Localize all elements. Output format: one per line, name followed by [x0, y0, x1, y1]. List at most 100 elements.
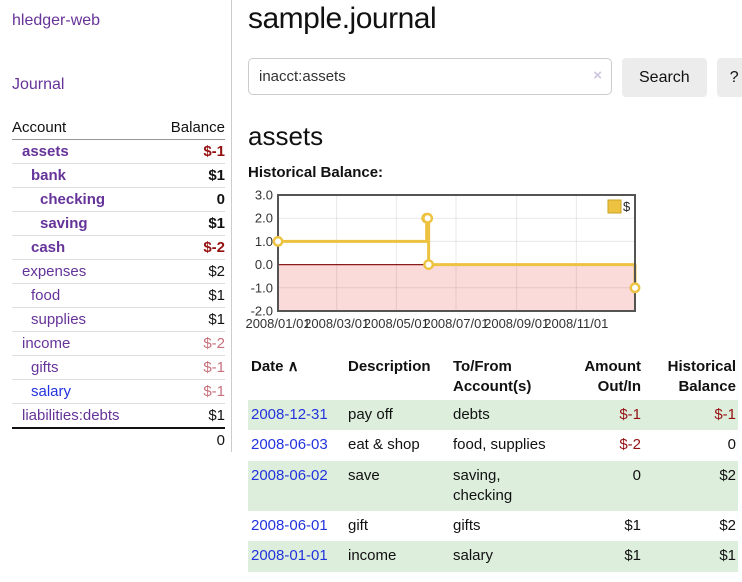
accounts-header-balance: Balance — [153, 116, 225, 140]
transaction-accounts: food, supplies — [453, 436, 546, 454]
sidebar: hledger-web Journal Account Balance asse… — [0, 0, 232, 452]
journal-nav-link[interactable]: Journal — [12, 76, 65, 93]
account-link[interactable]: saving — [40, 215, 88, 232]
register-row: 2008-06-03 eat & shop food, supplies $-2 0 — [248, 430, 738, 460]
account-link[interactable]: cash — [31, 239, 66, 256]
historical-balance-chart[interactable]: 3.0 2.0 1.0 0.0 -1.0 -2.0 2008/01/01 2008/03/01… — [245, 188, 642, 337]
x-axis-tick-label: 2008/03/01 — [304, 316, 369, 331]
transaction-description: pay off — [348, 406, 393, 423]
register-column-header[interactable]: To/From Account(s) — [453, 358, 532, 395]
account-balance: $-1 — [153, 379, 225, 404]
account-balance: $1 — [153, 283, 225, 308]
transaction-amount: 0 — [632, 466, 641, 484]
y-axis-tick-label: 2.0 — [255, 211, 273, 226]
account-balance: $1 — [153, 163, 225, 188]
register-row: 2008-06-01 gift gifts $1 $2 — [248, 511, 738, 541]
account-row: cash $-2 — [12, 235, 225, 260]
account-balance: $-1 — [203, 143, 225, 160]
account-row: food $1 — [12, 283, 225, 308]
accounts-table-header: Account Balance — [12, 116, 225, 140]
transaction-date-link[interactable]: 2008-06-02 — [251, 466, 328, 484]
accounts-header-account: Account — [12, 116, 154, 140]
register-table-body: 2008-12-31 pay off debts $-1 $-1 2008-06-03 ea… — [248, 400, 738, 572]
accounts-total-value: 0 — [153, 427, 225, 452]
register-column-header[interactable]: Amount Out/In — [584, 358, 641, 395]
y-axis-tick-label: 1.0 — [255, 234, 273, 249]
transaction-date-link[interactable]: 2008-06-01 — [251, 517, 328, 534]
account-row: expenses $2 — [12, 259, 225, 284]
search-button[interactable]: Search — [622, 58, 707, 97]
register-row: 2008-12-31 pay off debts $-1 $-1 — [248, 400, 738, 431]
register-row: 2008-06-02 save saving, checking 0 $2 — [248, 460, 738, 511]
account-row: saving $1 — [12, 211, 225, 236]
transaction-description: income — [348, 547, 397, 565]
account-balance: $2 — [153, 259, 225, 284]
account-link[interactable]: checking — [40, 191, 106, 208]
x-axis-tick-label: 2008/05/01 — [364, 316, 429, 331]
search-bar: × Search ? — [248, 58, 742, 97]
account-link[interactable]: food — [31, 287, 61, 304]
account-link[interactable]: bank — [31, 167, 67, 184]
x-axis-tick-label: 2008/11/01 — [544, 316, 608, 331]
account-balance: $-2 — [153, 235, 225, 260]
y-axis-tick-label: -1.0 — [251, 280, 273, 295]
account-balance: $-2 — [153, 331, 225, 356]
register-column-header[interactable]: Date ∧ — [251, 358, 299, 375]
main-content: sample.journal × Search ? assets Histori… — [232, 0, 742, 572]
transaction-amount: $1 — [624, 517, 641, 534]
accounts-total-spacer — [12, 427, 154, 452]
transaction-description: eat & shop — [348, 436, 420, 454]
account-link[interactable]: supplies — [31, 311, 87, 328]
search-input-wrap: × — [248, 58, 612, 97]
register-column-header[interactable]: Historical Balance — [667, 358, 736, 395]
search-help-button[interactable]: ? — [716, 58, 742, 97]
account-link[interactable]: assets — [22, 143, 69, 160]
transaction-amount: $1 — [624, 547, 641, 565]
page-title: sample.journal — [248, 2, 437, 35]
sidebar-nav: Journal — [12, 76, 225, 94]
clear-search-icon[interactable]: × — [593, 67, 602, 84]
transaction-date-link[interactable]: 2008-01-01 — [251, 547, 328, 565]
account-link[interactable]: income — [22, 335, 71, 352]
register-row: 2008-01-01 income salary $1 $1 — [248, 541, 738, 572]
transaction-balance: $2 — [719, 466, 736, 484]
account-row: gifts $-1 — [12, 355, 225, 380]
transaction-description: gift — [348, 517, 369, 534]
transaction-accounts: debts — [453, 406, 490, 423]
chart-svg: 3.0 2.0 1.0 0.0 -1.0 -2.02008/01/012008/03/01… — [245, 188, 641, 331]
transaction-balance: 0 — [727, 436, 736, 454]
search-input[interactable] — [248, 58, 612, 95]
register-table: Date ∧ Description To/From Account(s) Amount… — [248, 353, 738, 572]
transaction-balance: $2 — [719, 517, 736, 534]
accounts-table: Account Balance assets $-1 bank $1 checking 0… — [12, 116, 225, 452]
account-link[interactable]: salary — [31, 383, 72, 400]
accounts-table-body: assets $-1 bank $1 checking 0 saving $1 cash $-2 e… — [12, 140, 225, 428]
register-table-header: Date ∧ Description To/From Account(s) Amount… — [248, 353, 738, 400]
y-axis-tick-label: -2.0 — [251, 304, 273, 319]
sort-ascending-icon[interactable]: ∧ — [283, 358, 299, 375]
register-column-header[interactable]: Description — [348, 358, 431, 375]
y-axis-tick-label: 0.0 — [255, 257, 273, 272]
transaction-date-link[interactable]: 2008-06-03 — [251, 436, 328, 454]
accounts-total-row: 0 — [12, 427, 225, 452]
legend-swatch — [607, 199, 622, 214]
transaction-balance: $1 — [719, 547, 736, 565]
account-row: salary $-1 — [12, 379, 225, 404]
account-balance: 0 — [153, 187, 225, 212]
app-title: hledger-web — [12, 12, 101, 29]
x-axis-tick-label: 2008/07/01 — [423, 316, 488, 331]
account-row: supplies $1 — [12, 307, 225, 332]
account-balance: $1 — [153, 307, 225, 332]
account-link[interactable]: expenses — [22, 263, 87, 280]
account-link[interactable]: gifts — [31, 359, 59, 376]
x-axis-tick-label: 2008/09/01 — [484, 316, 549, 331]
account-row: bank $1 — [12, 163, 225, 188]
transaction-description: save — [348, 466, 380, 484]
x-axis-tick-label: 2008/01/01 — [245, 316, 310, 331]
account-link[interactable]: liabilities:debts — [22, 407, 120, 424]
account-row: checking 0 — [12, 187, 225, 212]
transaction-balance: $-1 — [714, 406, 736, 423]
transaction-date-link[interactable]: 2008-12-31 — [251, 406, 328, 423]
account-heading: assets — [248, 121, 324, 151]
transaction-accounts: saving, checking — [453, 466, 513, 504]
